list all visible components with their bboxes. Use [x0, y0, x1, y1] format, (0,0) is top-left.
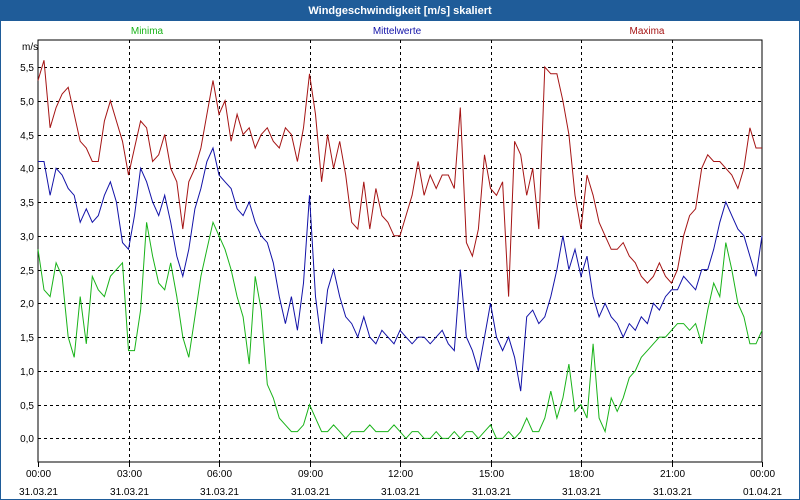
series-line-minima [37, 220, 763, 440]
x-tick-time: 18:00 [569, 469, 594, 480]
y-tick-label: 3,5 [20, 198, 34, 209]
legend-mittelwerte: Mittelwerte [373, 26, 422, 37]
y-tick-label: 1,5 [20, 333, 34, 344]
y-tick-label: 3,0 [20, 232, 34, 243]
x-tick-date: 31.03.21 [562, 487, 601, 498]
x-tick-time: 15:00 [479, 469, 504, 480]
y-tick-label: 5,0 [20, 97, 34, 108]
x-tick-time: 00:00 [750, 469, 775, 480]
y-tick-label: 2,0 [20, 299, 34, 310]
x-tick-date: 31.03.21 [653, 487, 692, 498]
chart-title: Windgeschwindigkeit [m/s] skaliert [1, 1, 799, 21]
legend-maxima: Maxima [629, 26, 664, 37]
series-line-maxima [37, 60, 762, 297]
x-tick-date: 01.04.21 [743, 487, 782, 498]
y-tick-label: 0,0 [20, 434, 34, 445]
series-line-mittelwerte [38, 146, 763, 392]
x-tick-date: 31.03.21 [200, 487, 239, 498]
x-tick-date: 31.03.21 [19, 487, 58, 498]
x-tick-date: 31.03.21 [291, 487, 330, 498]
y-axis-label: m/s [22, 42, 38, 53]
legend-minima: Minima [131, 26, 164, 37]
y-tick-label: 4,5 [20, 131, 34, 142]
y-tick-label: 1,0 [20, 367, 34, 378]
x-tick-time: 00:00 [26, 469, 51, 480]
x-axis: 00:00 31.03.21 03:00 31.03.21 06:00 31.03.21 0… [19, 462, 782, 498]
x-tick-date: 31.03.21 [472, 487, 511, 498]
x-tick-time: 12:00 [388, 469, 413, 480]
legend: Minima Mittelwerte Maxima [131, 26, 665, 37]
x-tick-time: 21:00 [660, 469, 685, 480]
y-axis: 0,0 0,5 1,0 1,5 2,0 2,5 3,0 3,5 4,0 4,5 5,0 5,5 [20, 63, 34, 445]
x-tick-time: 09:00 [298, 469, 323, 480]
y-tick-label: 4,0 [20, 164, 34, 175]
x-tick-date: 31.03.21 [110, 487, 149, 498]
y-tick-label: 5,5 [20, 63, 34, 74]
y-tick-label: 0,5 [20, 401, 34, 412]
x-tick-date: 31.03.21 [381, 487, 420, 498]
x-tick-time: 06:00 [207, 469, 232, 480]
y-tick-label: 2,5 [20, 266, 34, 277]
x-tick-time: 03:00 [117, 469, 142, 480]
series-lines [37, 60, 763, 440]
grid [37, 39, 763, 463]
